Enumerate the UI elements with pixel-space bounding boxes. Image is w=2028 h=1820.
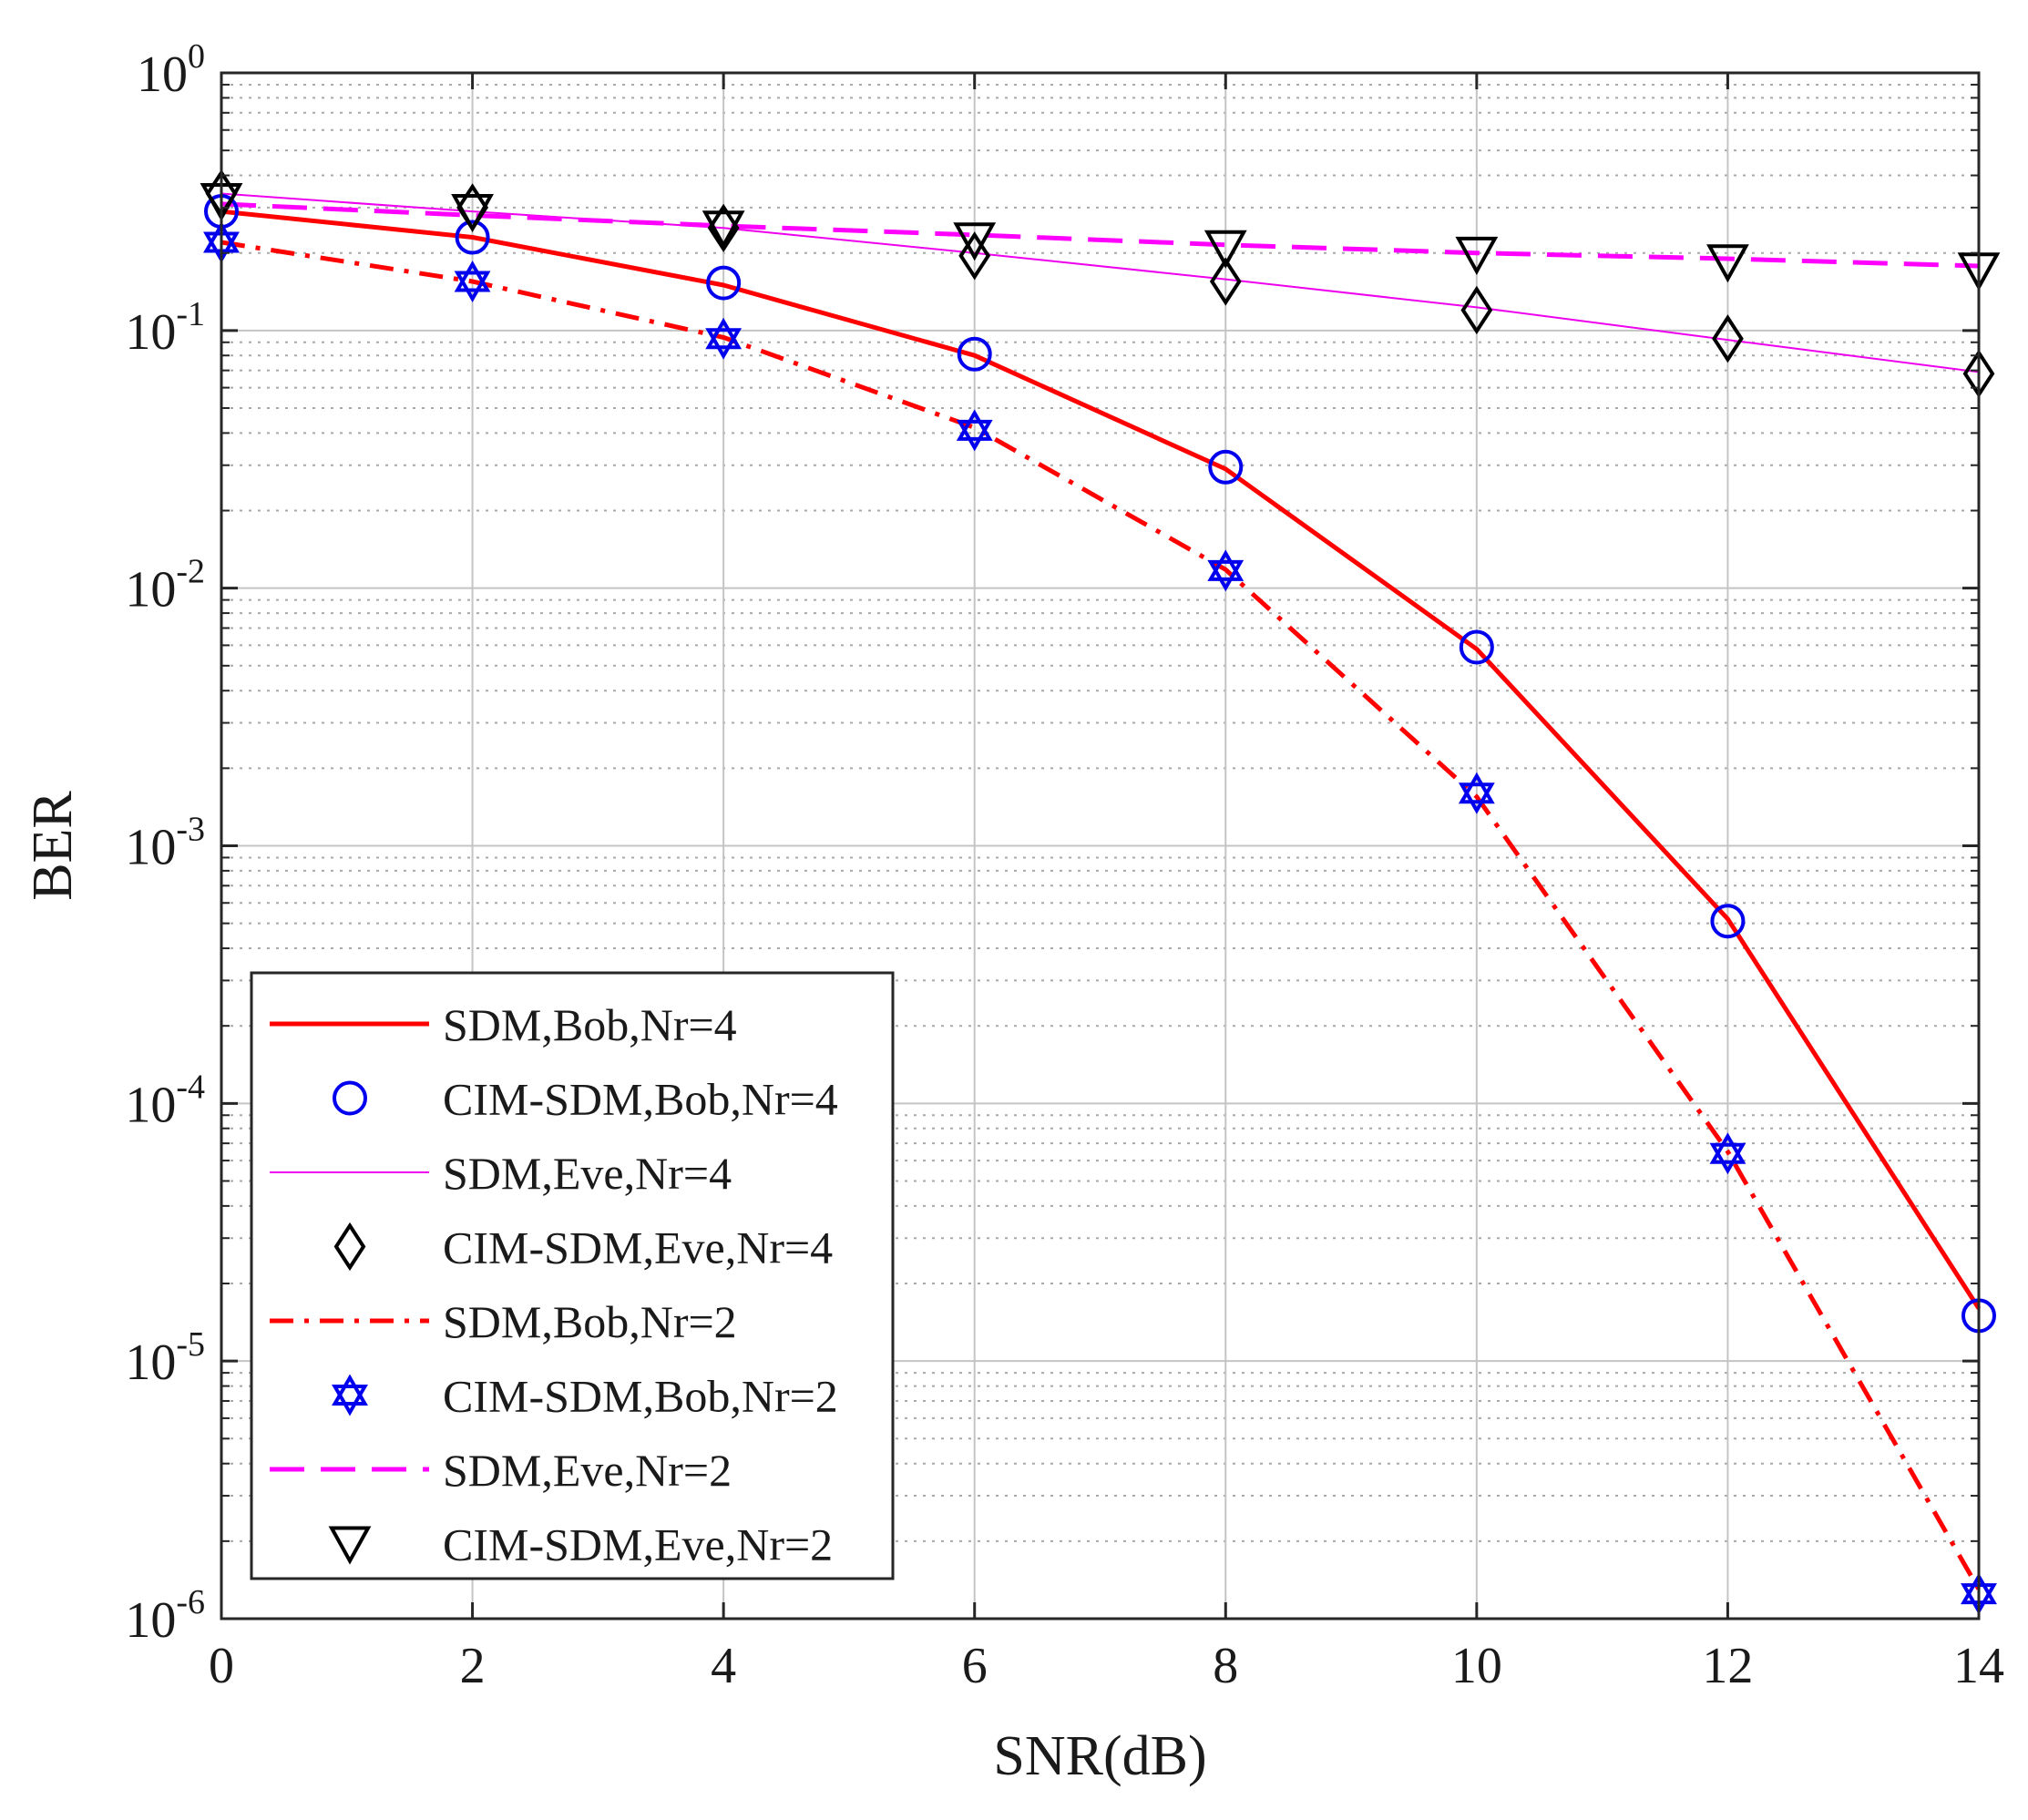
marker-cim-sdm-eve-nr-2 — [1706, 244, 1749, 283]
marker-cim-sdm-bob-nr-2-down-triangle — [705, 328, 743, 360]
marker-cim-sdm-bob-nr-2 — [454, 260, 491, 303]
marker-cim-sdm-bob-nr-2-down-triangle — [1207, 559, 1244, 592]
marker-cim-sdm-bob-nr-2 — [1207, 549, 1244, 592]
y-tick-labels: 100 10-1 10-2 10-3 10-4 10-5 10-6 — [125, 37, 205, 1649]
legend-label: SDM,Bob,Nr=4 — [443, 999, 737, 1050]
marker-cim-sdm-bob-nr-2 — [705, 317, 743, 360]
marker-cim-sdm-bob-nr-2-up-triangle — [1207, 549, 1244, 581]
y-tick-label: 10-3 — [125, 811, 205, 876]
marker-cim-sdm-bob-nr-4 — [455, 220, 490, 255]
marker-cim-sdm-eve-nr-4 — [1712, 314, 1744, 363]
marker-cim-sdm-eve-nr-2 — [1455, 236, 1499, 276]
y-tick-label: 10-5 — [125, 1325, 205, 1391]
marker-cim-sdm-bob-nr-4 — [1208, 449, 1244, 485]
marker-cim-sdm-eve-nr-2 — [451, 194, 494, 233]
x-tick-label: 0 — [209, 1638, 234, 1694]
marker-cim-sdm-bob-nr-2 — [1709, 1132, 1746, 1175]
x-tick-label: 8 — [1213, 1638, 1238, 1694]
y-tick-label: 100 — [137, 37, 205, 103]
legend-marker-cim-sdm-bob-nr-2-up-triangle — [332, 1374, 368, 1406]
x-tick-labels: 0 2 4 6 8 10 12 14 — [209, 1638, 2004, 1694]
legend-label: CIM-SDM,Bob,Nr=2 — [443, 1371, 838, 1422]
legend-box — [250, 971, 895, 1580]
y-tick-label: 10-1 — [125, 295, 205, 361]
series-line-sdm-eve-nr-4 — [220, 192, 1980, 373]
legend-label: SDM,Eve,Nr=2 — [443, 1445, 732, 1496]
marker-cim-sdm-bob-nr-4 — [1459, 629, 1494, 665]
marker-cim-sdm-bob-nr-2-up-triangle — [705, 317, 743, 350]
legend-label: SDM,Bob,Nr=2 — [443, 1296, 737, 1347]
x-tick-label: 6 — [962, 1638, 988, 1694]
marker-cim-sdm-bob-nr-2-down-triangle — [1458, 782, 1495, 814]
legend-marker-cim-sdm-eve-nr-2 — [328, 1526, 372, 1565]
x-tick-label: 2 — [460, 1638, 486, 1694]
legend-label: CIM-SDM,Eve,Nr=4 — [443, 1222, 833, 1273]
legend: SDM,Bob,Nr=4 CIM-SDM,Bob,Nr=4 SDM,Eve,Nr=4… — [250, 971, 895, 1580]
legend-label: CIM-SDM,Bob,Nr=4 — [443, 1074, 838, 1125]
legend-marker-cim-sdm-bob-nr-2-down-triangle — [332, 1385, 368, 1416]
marker-cim-sdm-eve-nr-2 — [1203, 230, 1247, 269]
marker-cim-sdm-bob-nr-2-down-triangle — [1709, 1142, 1746, 1175]
series-line-sdm-bob-nr-2 — [220, 240, 1982, 1591]
marker-cim-sdm-eve-nr-4 — [1209, 257, 1242, 306]
y-axis-label: BER — [22, 791, 84, 901]
legend-marker-cim-sdm-bob-nr-4 — [333, 1080, 367, 1116]
x-tick-label: 14 — [1953, 1638, 2004, 1694]
marker-cim-sdm-bob-nr-2 — [1458, 772, 1495, 814]
marker-cim-sdm-bob-nr-2-down-triangle — [956, 419, 993, 452]
marker-cim-sdm-bob-nr-2-up-triangle — [454, 260, 491, 292]
legend-marker-cim-sdm-bob-nr-2 — [332, 1374, 368, 1416]
marker-cim-sdm-eve-nr-2 — [702, 210, 745, 250]
series-line-sdm-eve-nr-2 — [220, 201, 1980, 269]
marker-cim-sdm-bob-nr-2-up-triangle — [1458, 772, 1495, 804]
marker-cim-sdm-bob-nr-4 — [706, 265, 742, 301]
legend-label: CIM-SDM,Eve,Nr=2 — [443, 1519, 833, 1570]
x-axis-label: SNR(dB) — [993, 1725, 1206, 1787]
series-line-sdm-bob-nr-4 — [220, 209, 1982, 1310]
marker-cim-sdm-eve-nr-2 — [953, 222, 997, 261]
legend-label: SDM,Eve,Nr=4 — [443, 1148, 732, 1199]
marker-cim-sdm-eve-nr-4 — [958, 231, 991, 281]
marker-cim-sdm-bob-nr-2-down-triangle — [454, 271, 491, 303]
x-tick-label: 10 — [1451, 1638, 1502, 1694]
y-tick-label: 10-2 — [125, 553, 205, 619]
legend-marker-cim-sdm-eve-nr-4 — [333, 1222, 366, 1272]
marker-cim-sdm-bob-nr-2-up-triangle — [1709, 1132, 1746, 1164]
y-tick-label: 10-6 — [125, 1583, 205, 1649]
y-tick-label: 10-4 — [125, 1068, 205, 1133]
marker-cim-sdm-bob-nr-2 — [956, 409, 993, 452]
marker-cim-sdm-eve-nr-4 — [1460, 285, 1493, 335]
marker-cim-sdm-bob-nr-4 — [957, 336, 992, 372]
x-tick-label: 12 — [1702, 1638, 1753, 1694]
axis-ticks — [220, 71, 1981, 1621]
series-lines — [220, 192, 1982, 1591]
marker-cim-sdm-bob-nr-2-up-triangle — [956, 409, 993, 441]
marker-cim-sdm-bob-nr-4 — [1710, 904, 1746, 939]
x-tick-label: 4 — [711, 1638, 736, 1694]
